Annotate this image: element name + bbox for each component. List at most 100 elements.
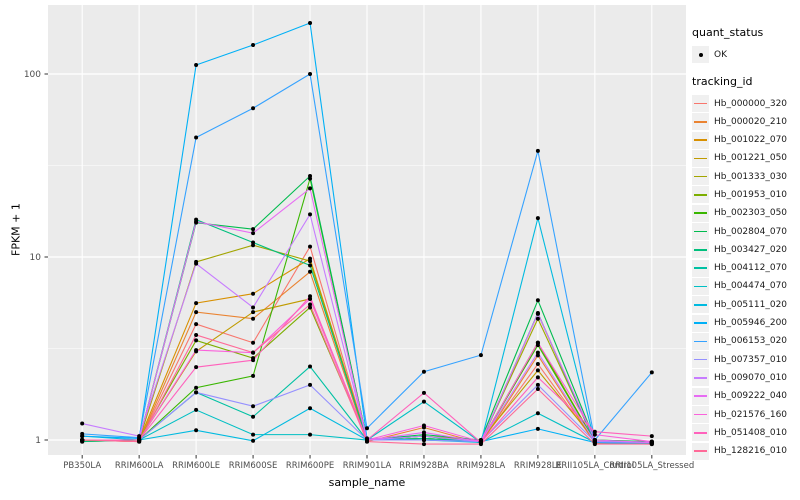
data-point [592, 442, 597, 447]
data-point [308, 186, 313, 191]
line-swatch-icon [694, 157, 707, 160]
line-swatch-icon [694, 249, 707, 251]
legend-item-Hb_004112_070: Hb_004112_070 [692, 259, 798, 277]
line-swatch-icon [694, 102, 707, 105]
data-point [251, 240, 256, 245]
line-swatch-icon [694, 432, 707, 434]
data-point [592, 438, 597, 442]
data-point [535, 148, 540, 153]
data-point [308, 174, 313, 179]
legend-tracking-id-title: tracking_id [692, 75, 753, 88]
x-tick-label: RRIM928LA [457, 461, 506, 471]
data-point [251, 227, 256, 232]
data-point [251, 106, 256, 111]
legend-key [692, 223, 709, 241]
y-tick-label: 10 [30, 253, 42, 263]
data-point [194, 310, 199, 315]
x-tick-label: RRII105LA_Control [555, 461, 634, 471]
legend-item-label: Hb_009222_040 [714, 391, 788, 402]
legend-key [692, 259, 709, 277]
data-point [535, 382, 540, 387]
legend-item-Hb_002804_070: Hb_002804_070 [692, 223, 798, 241]
data-point [308, 302, 313, 307]
data-point [421, 399, 426, 404]
data-point [251, 438, 256, 443]
legend-key [692, 314, 709, 332]
line-swatch-icon [694, 450, 707, 452]
data-point [365, 426, 369, 431]
data-point [308, 269, 313, 274]
data-point [251, 358, 256, 363]
data-point [592, 429, 597, 434]
legend-key [692, 406, 709, 424]
data-point [308, 364, 313, 369]
legend-key [692, 296, 709, 314]
data-point [308, 305, 313, 310]
line-swatch-icon [694, 194, 707, 196]
data-point [649, 434, 654, 439]
data-point [365, 439, 369, 444]
y-tick-label: 1 [35, 436, 41, 446]
line-swatch-icon [694, 139, 707, 141]
legend-item-Hb_001953_010: Hb_001953_010 [692, 186, 798, 204]
legend-item-label: Hb_001333_030 [714, 171, 788, 182]
legend-item-Hb_128216_010: Hb_128216_010 [692, 442, 798, 460]
x-tick-label: RRIM600SE [229, 461, 278, 471]
data-point [194, 407, 199, 412]
data-point [194, 365, 199, 370]
data-point [251, 414, 256, 419]
legend-item-label: Hb_005946_200 [714, 318, 788, 329]
data-point [137, 439, 142, 444]
data-point [535, 375, 540, 380]
data-point [421, 438, 426, 442]
data-point [80, 438, 85, 442]
legend-item-Hb_005946_200: Hb_005946_200 [692, 314, 798, 332]
data-point [194, 390, 199, 395]
data-point [194, 332, 199, 337]
legend-item-Hb_005111_020: Hb_005111_020 [692, 296, 798, 314]
legend-item-label: Hb_007357_010 [714, 354, 788, 365]
legend-item-label: Hb_000020_210 [714, 116, 788, 127]
legend-item-label: Hb_002804_070 [714, 226, 788, 237]
data-point [308, 406, 313, 411]
legend-item-Hb_006153_020: Hb_006153_020 [692, 332, 798, 350]
legend-item-Hb_003427_020: Hb_003427_020 [692, 241, 798, 259]
data-point [194, 428, 199, 433]
legend-key [692, 204, 709, 222]
legend-key [692, 442, 709, 460]
x-tick-label: RRIM600LA [115, 461, 164, 471]
line-swatch-icon [694, 303, 707, 306]
data-point [308, 244, 313, 249]
legend-key [692, 95, 709, 112]
legend-item-label: OK [714, 49, 727, 60]
data-point [194, 135, 199, 140]
legend-item-label: Hb_006153_020 [714, 336, 788, 347]
data-point [308, 20, 313, 25]
data-point [535, 368, 540, 373]
data-point [251, 432, 256, 437]
legend-item-Hb_000020_210: Hb_000020_210 [692, 113, 798, 131]
data-point [251, 291, 256, 296]
data-point [194, 62, 199, 67]
legend-key [692, 424, 709, 442]
data-point [421, 442, 426, 447]
x-tick-label: RRIM901LA [343, 461, 392, 471]
legend-key [692, 241, 709, 259]
legend-item-Hb_000000_320: Hb_000000_320 [692, 95, 798, 112]
data-point [535, 386, 540, 391]
data-point [194, 385, 199, 390]
data-point [251, 373, 256, 378]
x-tick-label: RRIM928LE [514, 461, 562, 471]
data-point [251, 340, 256, 345]
data-point [421, 390, 426, 395]
line-swatch-icon [694, 358, 707, 361]
point-icon [698, 52, 703, 57]
legend-item-Hb_004474_070: Hb_004474_070 [692, 277, 798, 295]
legend-item-label: Hb_002303_050 [714, 208, 788, 219]
line-swatch-icon [694, 377, 707, 379]
legend-item-ok: OK [692, 46, 798, 63]
data-point [251, 404, 256, 409]
y-axis-title: FPKM + 1 [9, 203, 23, 257]
legend-key [692, 46, 709, 63]
line-swatch-icon [694, 395, 707, 398]
